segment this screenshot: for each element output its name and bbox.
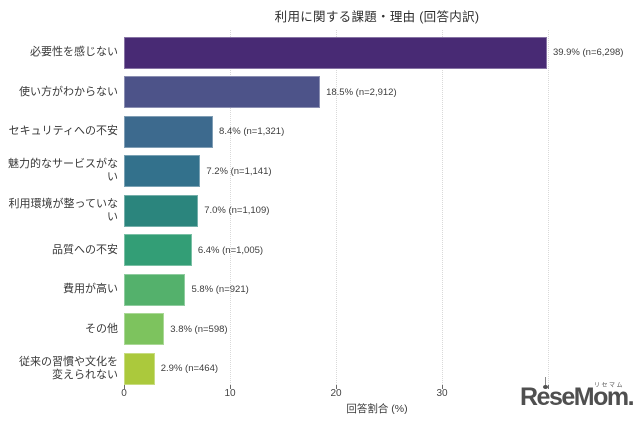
value-label: 7.2% (n=1,141)	[206, 165, 272, 177]
category-label: 従来の習慣や文化を 変えられない	[19, 355, 118, 381]
chart-title: 利用に関する課題・理由 (回答内訳)	[274, 10, 480, 24]
spider-icon	[543, 385, 548, 389]
bar	[124, 194, 199, 227]
x-tick-label-30: 30	[436, 388, 448, 399]
gridline-10	[230, 30, 231, 385]
x-tick-0	[124, 385, 125, 389]
category-label: セキュリティへの不安	[8, 125, 118, 138]
category-label: 利用環境が整っていない	[8, 197, 118, 223]
x-tick-label-10: 10	[224, 388, 236, 399]
category-label: 魅力的なサービスがない	[8, 158, 118, 183]
value-label: 2.9% (n=464)	[160, 363, 219, 374]
spider-thread-icon	[545, 377, 546, 386]
bar	[124, 352, 155, 385]
value-label: 8.4% (n=1,321)	[219, 126, 285, 137]
category-label: 費用が高い	[63, 283, 118, 296]
category-label: 品質への不安	[52, 243, 118, 256]
bar	[124, 155, 201, 187]
x-tick-30	[442, 385, 443, 389]
gridline-40	[548, 30, 549, 385]
bar	[124, 234, 192, 266]
bar	[124, 36, 547, 69]
bar	[124, 115, 214, 148]
value-label: 39.9% (n=6,298)	[552, 47, 624, 58]
value-label: 6.4% (n=1,005)	[197, 244, 264, 256]
resemom-brand-label: ReseMom.	[520, 383, 635, 411]
bar	[124, 313, 165, 345]
category-label: 使い方がわからない	[19, 85, 118, 98]
x-tick-40	[548, 385, 549, 389]
resemom-logo: リセマム ReseMom.	[516, 377, 638, 421]
category-label: 必要性を感じない	[30, 46, 118, 59]
bar	[124, 273, 186, 306]
x-tick-label-0: 0	[121, 388, 127, 399]
resemom-kana-label: リセマム	[593, 383, 624, 389]
bar	[124, 76, 321, 108]
gridline-30	[442, 30, 443, 385]
x-tick-label-20: 20	[330, 388, 342, 399]
gridline-20	[336, 30, 337, 385]
value-label: 3.8% (n=598)	[170, 323, 228, 335]
category-label: その他	[85, 322, 118, 335]
value-label: 7.0% (n=1,109)	[204, 205, 270, 216]
value-label: 18.5% (n=2,912)	[326, 86, 397, 98]
value-label: 5.8% (n=921)	[191, 284, 249, 295]
x-tick-10	[230, 385, 231, 389]
x-tick-20	[336, 385, 337, 389]
x-axis-title: 回答割合 (%)	[346, 403, 408, 415]
